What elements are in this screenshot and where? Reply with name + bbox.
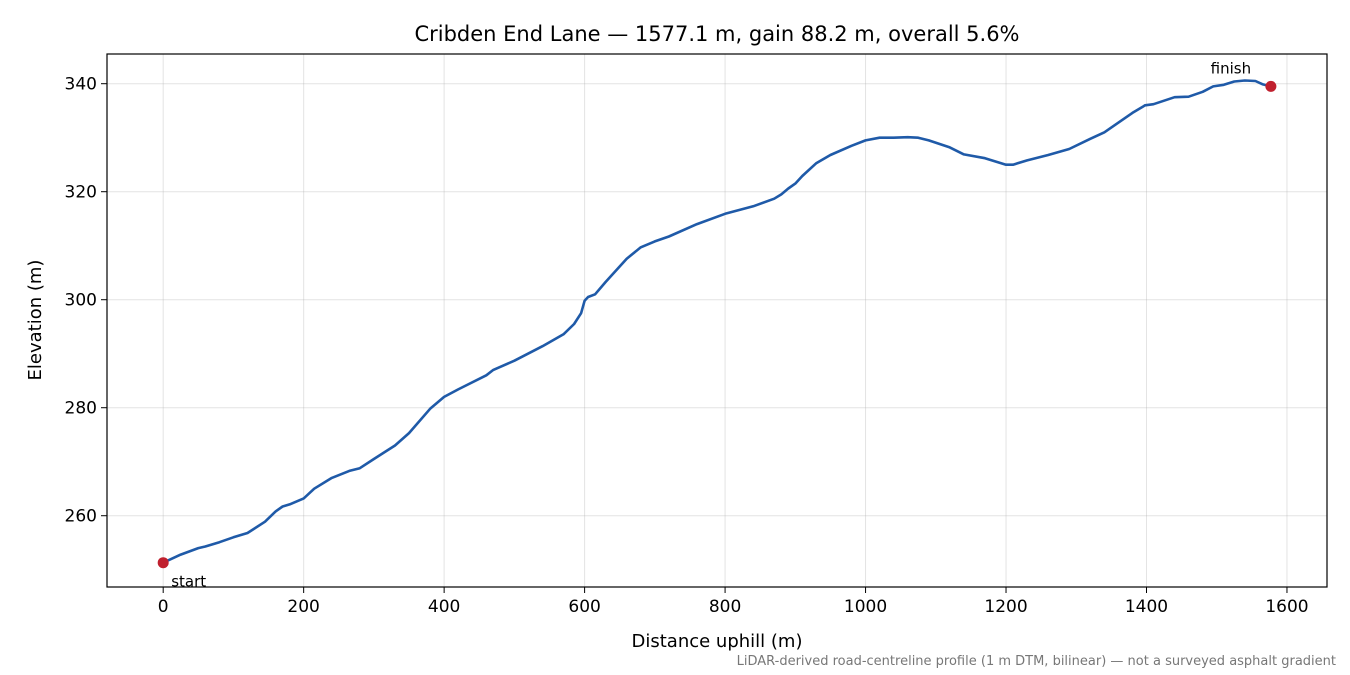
y-tick-label-1: 280 bbox=[65, 399, 97, 419]
endpoint-markers bbox=[157, 80, 1277, 569]
annotations: start finish bbox=[171, 59, 1251, 590]
y-tick-label-2: 300 bbox=[65, 291, 97, 311]
x-tick-label-8: 1600 bbox=[1265, 597, 1308, 617]
x-tick-label-7: 1400 bbox=[1125, 597, 1168, 617]
x-tick-label-0: 0 bbox=[158, 597, 169, 617]
x-tick-label-6: 1200 bbox=[984, 597, 1027, 617]
grid-lines bbox=[107, 54, 1327, 587]
x-axis-ticks: 0 200 400 600 800 1000 1200 1400 1600 bbox=[158, 587, 1309, 617]
x-tick-label-5: 1000 bbox=[844, 597, 887, 617]
finish-marker bbox=[1265, 80, 1277, 92]
x-tick-label-2: 400 bbox=[428, 597, 460, 617]
y-tick-label-4: 340 bbox=[65, 75, 97, 95]
start-marker bbox=[157, 557, 169, 569]
x-tick-label-4: 800 bbox=[709, 597, 741, 617]
y-axis-label: Elevation (m) bbox=[25, 260, 46, 381]
x-tick-label-1: 200 bbox=[287, 597, 319, 617]
finish-label: finish bbox=[1211, 59, 1251, 77]
y-tick-label-3: 320 bbox=[65, 183, 97, 203]
x-axis-label: Distance uphill (m) bbox=[632, 631, 803, 652]
start-label: start bbox=[171, 573, 206, 591]
footnote: LiDAR-derived road-centreline profile (1… bbox=[737, 654, 1336, 669]
chart-title: Cribden End Lane — 1577.1 m, gain 88.2 m… bbox=[414, 22, 1019, 46]
elevation-profile-line bbox=[162, 79, 1272, 564]
x-tick-label-3: 600 bbox=[568, 597, 600, 617]
y-tick-label-0: 260 bbox=[65, 507, 97, 527]
y-axis-ticks: 260 280 300 320 340 bbox=[65, 75, 107, 527]
plot-frame bbox=[106, 53, 1328, 588]
